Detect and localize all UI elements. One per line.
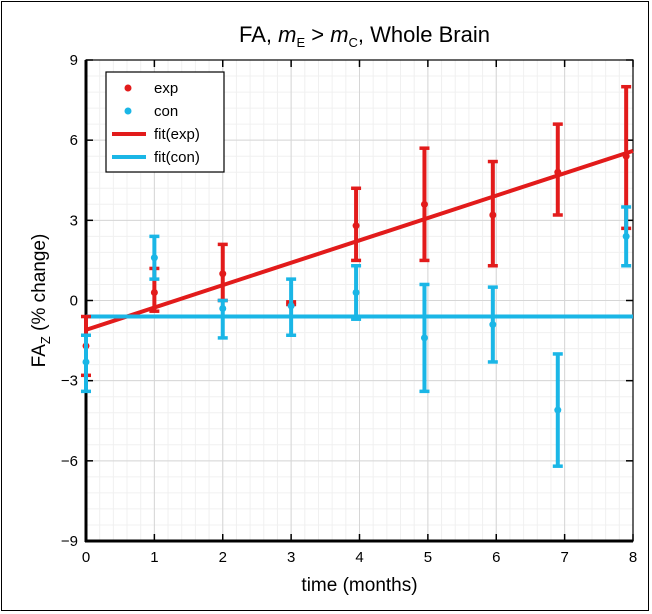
legend-marker: [124, 107, 132, 115]
x-axis-label: time (months): [301, 575, 417, 596]
y-tick-label: −9: [61, 533, 78, 550]
chart-title: FA, mE > mC, Whole Brain: [239, 22, 490, 50]
data-point: [219, 305, 227, 313]
legend-marker: [124, 84, 132, 92]
x-tick-label: 7: [560, 549, 568, 566]
y-tick-label: −6: [61, 453, 78, 470]
x-tick-label: 5: [424, 549, 432, 566]
x-tick-label: 1: [150, 549, 158, 566]
y-tick-label: −3: [61, 373, 78, 390]
data-point: [489, 211, 497, 219]
x-tick-label: 3: [287, 549, 295, 566]
x-tick-label: 6: [492, 549, 500, 566]
data-point: [622, 232, 630, 240]
data-point: [150, 254, 158, 262]
y-label-rest: (% change): [29, 234, 50, 336]
data-point: [554, 406, 562, 414]
fit-line: [85, 148, 634, 332]
x-tick-label: 8: [629, 549, 637, 566]
x-tick-label: 0: [82, 549, 90, 566]
legend-label: fit(exp): [154, 126, 200, 143]
title-part: m: [278, 22, 296, 47]
data-point: [489, 321, 497, 329]
data-point: [352, 222, 360, 230]
data-point: [287, 302, 295, 310]
title-part: , Whole Brain: [358, 22, 490, 47]
data-point: [420, 334, 428, 342]
data-point: [554, 168, 562, 176]
y-tick-label: 6: [70, 132, 78, 149]
title-part: >: [305, 22, 330, 47]
legend-label: fit(con): [154, 149, 200, 166]
data-point: [420, 200, 428, 208]
data-point: [219, 270, 227, 278]
title-part: C: [349, 35, 358, 50]
data-point: [352, 288, 360, 296]
title-part: FA,: [239, 22, 278, 47]
y-tick-label: 9: [70, 52, 78, 69]
x-tick-label: 4: [355, 549, 363, 566]
y-label-sub: Z: [38, 336, 53, 344]
x-tick-label: 2: [219, 549, 227, 566]
y-label-main: FA: [29, 344, 50, 368]
y-axis-label: FAZ (% change): [29, 234, 53, 368]
y-tick-label: 0: [70, 293, 78, 310]
y-tick-label: 3: [70, 212, 78, 229]
legend-label: con: [154, 103, 178, 120]
data-point: [82, 358, 90, 366]
legend-label: exp: [154, 80, 178, 97]
title-part: m: [330, 22, 348, 47]
title-part: E: [296, 35, 305, 50]
data-point: [150, 288, 158, 296]
data-point: [622, 152, 630, 160]
